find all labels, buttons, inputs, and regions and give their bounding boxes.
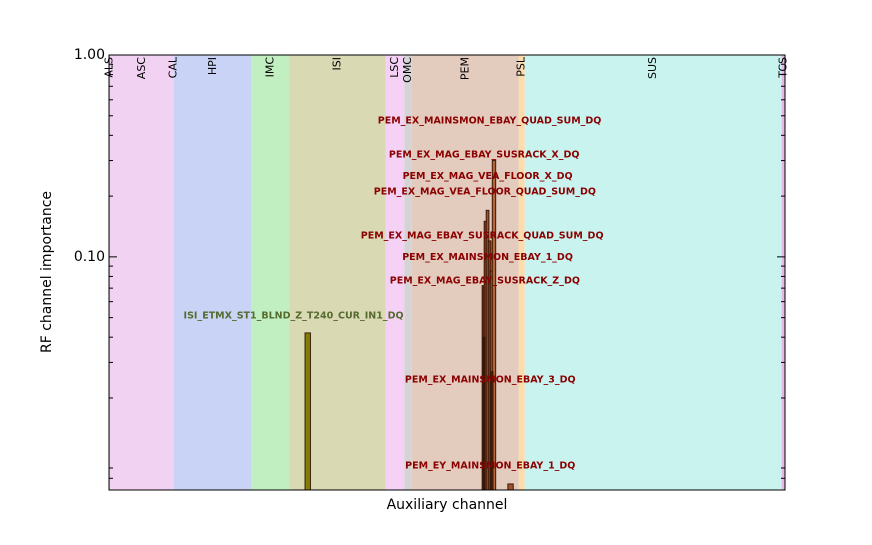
subsystem-label-omc: OMC (401, 57, 414, 83)
plot-frame (108, 54, 786, 491)
subsystem-label-tcs: TCS (776, 57, 789, 79)
bar (304, 332, 311, 491)
channel-annotation: ISI_ETMX_ST1_BLND_Z_T240_CUR_IN1_DQ (184, 310, 404, 321)
band-imc (251, 55, 290, 490)
subsystem-label-asc: ASC (135, 57, 148, 80)
band-pem (411, 55, 519, 490)
subsystem-label-sus: SUS (646, 57, 659, 79)
band-omc (404, 55, 412, 490)
channel-annotation: PEM_EX_MAG_EBAY_SUSRACK_X_DQ (389, 149, 580, 160)
subsystem-label-isi: ISI (330, 57, 343, 70)
band-sus (524, 55, 782, 490)
band-asc (110, 55, 174, 490)
subsystem-label-cal: CAL (167, 56, 180, 78)
band-hpi (173, 55, 252, 490)
band-isi (289, 55, 386, 490)
y-axis-ticks: 1.00 0.10 (74, 47, 785, 479)
subsystem-label-lsc: LSC (388, 57, 401, 78)
subsystem-label-als: ALS (103, 57, 116, 78)
subsystem-labels: ALS ASC CAL HPI IMC ISI LSC OMC PEM PSL SUS TCS (103, 56, 790, 83)
channel-annotation: PEM_EX_MAG_EBAY_SUSRACK_Z_DQ (390, 275, 580, 286)
y-axis-label: RF channel importance (39, 191, 55, 353)
band-als (109, 55, 111, 490)
channel-annotation: PEM_EX_MAG_EBAY_SUSRACK_QUAD_SUM_DQ (361, 230, 604, 241)
subsystem-label-imc: IMC (264, 57, 277, 78)
channel-annotation: PEM_EX_MAG_VEA_FLOOR_QUAD_SUM_DQ (374, 186, 596, 197)
band-cal (173, 55, 175, 490)
band-lsc (385, 55, 405, 490)
channel-annotation: PEM_EX_MAINSMON_EBAY_3_DQ (405, 375, 576, 386)
channel-annotation: PEM_EX_MAINSMON_EBAY_1_DQ (402, 252, 573, 263)
channel-annotation: PEM_EX_MAINSMON_EBAY_QUAD_SUM_DQ (378, 116, 602, 127)
band-tcs (781, 55, 785, 490)
subsystem-label-hpi: HPI (206, 57, 219, 75)
axes-box (108, 54, 786, 491)
x-axis-label: Auxiliary channel (387, 497, 508, 513)
subsystem-bands (109, 55, 785, 490)
subsystem-label-psl: PSL (515, 56, 528, 77)
bar (507, 483, 514, 491)
y-tick-label: 0.10 (74, 249, 105, 265)
subsystem-label-pem: PEM (458, 57, 471, 80)
y-tick-label: 1.00 (74, 47, 105, 63)
band-psl (518, 55, 525, 490)
channel-annotation: PEM_EX_MAG_VEA_FLOOR_X_DQ (403, 171, 573, 182)
bar (490, 371, 494, 491)
annotations-layer: PEM_EX_MAINSMON_EBAY_QUAD_SUM_DQ PEM_EX_M… (184, 116, 604, 472)
channel-annotation: PEM_EY_MAINSMON_EBAY_1_DQ (405, 461, 575, 472)
